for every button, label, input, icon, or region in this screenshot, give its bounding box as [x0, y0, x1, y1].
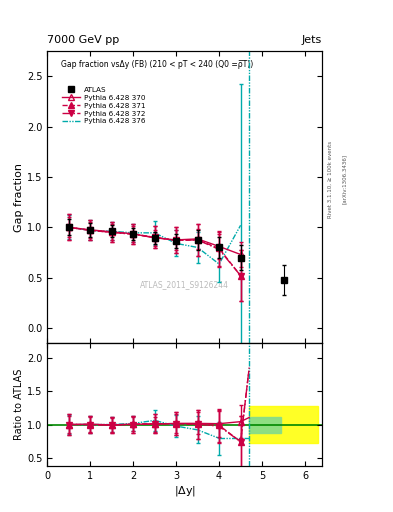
Bar — [249, 416, 281, 433]
Y-axis label: Gap fraction: Gap fraction — [14, 163, 24, 231]
Text: Jets: Jets — [302, 35, 322, 46]
Legend: ATLAS, Pythia 6.428 370, Pythia 6.428 371, Pythia 6.428 372, Pythia 6.428 376: ATLAS, Pythia 6.428 370, Pythia 6.428 37… — [59, 84, 148, 127]
Y-axis label: Ratio to ATLAS: Ratio to ATLAS — [14, 369, 24, 440]
Text: [arXiv:1306.3436]: [arXiv:1306.3436] — [342, 154, 347, 204]
Text: 7000 GeV pp: 7000 GeV pp — [47, 35, 119, 46]
X-axis label: |$\Delta$y|: |$\Delta$y| — [174, 483, 196, 498]
Text: ATLAS_2011_S9126244: ATLAS_2011_S9126244 — [140, 280, 229, 289]
Bar — [249, 407, 318, 442]
Text: Rivet 3.1.10, ≥ 100k events: Rivet 3.1.10, ≥ 100k events — [328, 141, 333, 218]
Text: Gap fraction vsΔy (FB) (210 < pT < 240 (Q0 =ρ̅T)): Gap fraction vsΔy (FB) (210 < pT < 240 (… — [61, 60, 253, 69]
